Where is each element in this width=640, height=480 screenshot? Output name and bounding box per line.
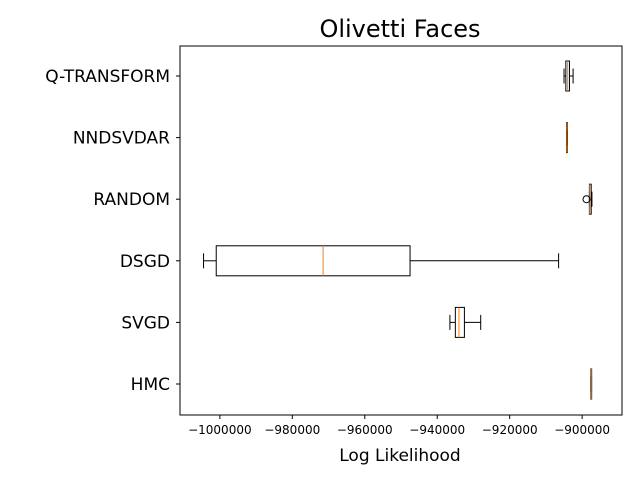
y-tick-label: NNDSVDAR xyxy=(73,129,170,149)
outlier-point xyxy=(582,195,591,204)
y-tick-label: Q-TRANSFORM xyxy=(45,67,170,87)
x-tick-label: −920000 xyxy=(482,423,538,437)
x-tick-label: −960000 xyxy=(337,423,393,437)
axes-frame xyxy=(179,45,623,416)
x-tick-label: −980000 xyxy=(264,423,320,437)
y-tick-label: DSGD xyxy=(120,252,170,272)
y-tick-label: SVGD xyxy=(121,313,170,333)
x-tick-label: −900000 xyxy=(554,423,610,437)
x-tick-label: −940000 xyxy=(409,423,465,437)
plot-area: −1000000 −980000 −960000 −940000 −920000 −900… xyxy=(45,60,610,437)
x-tick-label: −1000000 xyxy=(188,423,252,437)
box xyxy=(454,306,465,338)
y-tick-label: RANDOM xyxy=(93,190,170,210)
chart-title: Olivetti Faces xyxy=(319,15,480,43)
x-axis-label: Log Likelihood xyxy=(339,446,460,466)
y-tick-label: HMC xyxy=(131,375,170,395)
box xyxy=(215,245,411,277)
